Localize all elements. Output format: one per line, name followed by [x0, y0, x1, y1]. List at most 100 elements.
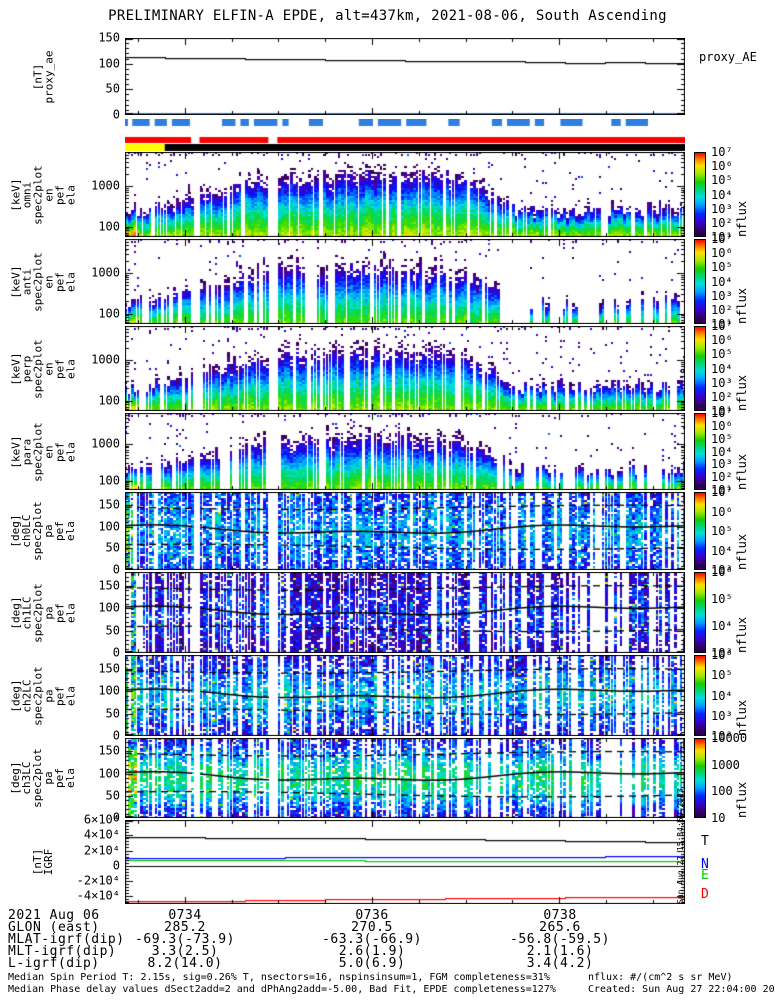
panel-bars: [125, 119, 685, 152]
axis-row-time: 2021 Aug 06 0734 0736 0738: [0, 908, 775, 923]
colorbar-tick-label: 10⁶: [711, 648, 733, 662]
y-tick-label: 100: [98, 305, 120, 320]
y-tick-label: 100: [98, 683, 120, 698]
colorbar-nflux-label: nflux: [735, 616, 749, 653]
colorbar-tick-label: 10¹: [711, 483, 733, 497]
y-tick-label: 150: [98, 30, 120, 45]
e3-canvas: [125, 326, 685, 411]
colorbar-tick-label: 10³: [711, 708, 733, 723]
colorbar-tick-label: 10⁵: [711, 524, 733, 538]
panel-ylabel-text: [keV] anti spec2plot en pef ela: [9, 251, 77, 312]
axis-value: 270.5: [351, 920, 393, 935]
colorbar-tick-label: 10¹: [711, 404, 733, 418]
igrf-legend-d: D: [701, 887, 709, 903]
igrf-legend-n: N: [701, 856, 709, 872]
colorbar-tick-label: 10: [711, 811, 726, 825]
y-tick-label: 1000: [91, 265, 120, 280]
p3-canvas: [125, 738, 685, 818]
colorbar-tick-label: 10⁶: [711, 418, 733, 433]
colorbar: [694, 326, 706, 411]
e1-canvas: [125, 152, 685, 237]
colorbar-tick-label: 10²: [711, 302, 733, 317]
colorbar-tick-label: 10⁵: [711, 260, 733, 275]
axis-value: 265.6: [539, 920, 581, 935]
panel-igrf: [nT] IGRF 6×10⁴ 4×10⁴ 2×10⁴ 0 -2×10⁴ -4×10⁴ T N E D…: [31, 788, 709, 904]
axis-row-lshell: L-igrf(dip) 8.2(14.0) 5.0(6.9) 3.4(4.2): [0, 956, 775, 971]
colorbar: [694, 738, 706, 818]
y-tick-label: 150: [98, 497, 120, 512]
panel-ylabel-text: [deg] ch0LC spec2plot pa pef ela: [9, 501, 77, 561]
panel-e4: [keV] para spec2plot en pef ela 1000 100 10⁷ 10⁶ 1…: [9, 406, 749, 497]
axis-value: -56.8(-59.5): [510, 932, 610, 947]
panel-e1: [keV] omni spec2plot en pef ela 1000 100 10⁷ 10⁶ 1…: [9, 145, 749, 244]
colorbar-tick-label: 10⁵: [711, 431, 733, 446]
plot-area: [nT] proxy_ae 150 100 50 0 proxy_AE [keV] omni sp…: [9, 0, 757, 910]
y-tick-label: 100: [98, 472, 120, 487]
colorbar-nflux-label: nflux: [735, 781, 749, 818]
y-tick-label: 1000: [91, 352, 120, 367]
colorbar-tick-label: 10000: [711, 731, 748, 745]
panel-ylabel-text: [deg] ch1LC spec2plot pa pef ela: [9, 582, 77, 643]
y-tick-label: 150: [98, 743, 120, 758]
panel-p1: [deg] ch1LC spec2plot pa pef ela 150 100 50 0 10⁶ 1…: [9, 565, 749, 660]
colorbar-tick-label: 10²: [711, 389, 733, 404]
panel-ylabel: [keV] omni spec2plot en pef ela: [5, 152, 81, 237]
colorbar-tick-label: 10⁶: [711, 159, 733, 174]
y-tick-label: 50: [105, 622, 120, 637]
p0-canvas: [125, 492, 685, 570]
axis-value: 0738: [543, 908, 577, 923]
colorbar-tick-label: 10⁷: [711, 145, 733, 159]
colorbar-tick-label: 10¹: [711, 230, 733, 244]
colorbar-tick-label: 10³: [711, 288, 733, 303]
axis-value: 285.2: [164, 920, 206, 935]
p1-canvas: [125, 572, 685, 653]
y-tick-label: 50: [105, 705, 120, 720]
axis-value: 5.0(6.9): [338, 956, 406, 971]
axis-row-label: L-igrf(dip): [8, 956, 100, 971]
proxy-canvas: [125, 38, 685, 115]
colorbar-tick-label: 10⁷: [711, 319, 733, 333]
y-tick-label: 0: [112, 645, 120, 660]
colorbar-nflux-label: nflux: [735, 287, 749, 324]
colorbar: [694, 239, 706, 324]
colorbar-nflux-label: nflux: [735, 699, 749, 736]
proxy-ae-series-label: proxy_AE: [699, 50, 757, 64]
y-tick-label: 2×10⁴: [83, 842, 120, 857]
axis-row-label: GLON (east): [8, 920, 100, 935]
axis-row-mlt: MLT-igrf(dip) 3.3(2.5) 2.6(1.9) 2.1(1.6): [0, 944, 775, 959]
panel-p2: [deg] ch2LC spec2plot pa pef ela 150 100 50 0 10⁶ 1…: [9, 648, 749, 743]
y-tick-label: 100: [98, 218, 120, 233]
axis-row-label: 2021 Aug 06: [8, 908, 100, 923]
colorbar-tick-label: 10³: [711, 201, 733, 216]
y-tick-label: -2×10⁴: [76, 873, 120, 888]
axis-value: 3.4(4.2): [526, 956, 594, 971]
axis-row-mlat: MLAT-igrf(dip) -69.3(-73.9) -63.3(-66.9)…: [0, 932, 775, 947]
panel-ylabel-text: [keV] perp spec2plot en pef ela: [9, 338, 77, 399]
panel-proxy: [nT] proxy_ae 150 100 50 0 proxy_AE: [31, 30, 757, 121]
colorbar-tick-label: 10⁵: [711, 173, 733, 188]
panel-ylabel: [keV] perp spec2plot en pef ela: [5, 326, 81, 411]
y-tick-label: 0: [112, 858, 120, 873]
axis-value: 0734: [168, 908, 202, 923]
colorbar-tick-label: 1000: [711, 757, 740, 772]
y-tick-label: 100: [98, 765, 120, 780]
colorbar-tick-label: 10⁶: [711, 565, 733, 579]
axis-value: 2.1(1.6): [526, 944, 594, 959]
y-tick-label: 0: [112, 810, 120, 825]
y-tick-label: 100: [98, 600, 120, 615]
axis-value: -63.3(-66.9): [322, 932, 422, 947]
panel-ylabel: [deg] ch1LC spec2plot pa pef ela: [5, 572, 81, 653]
y-tick-label: 1000: [91, 436, 120, 451]
footer-created-timestamp: Created: Sun Aug 27 22:04:00 2023: [588, 984, 775, 995]
y-tick-label: 100: [98, 55, 120, 70]
panel-p3: [deg] ch3LC spec2plot pa pef ela 150 100 50 0 1000…: [9, 731, 749, 825]
colorbar-tick-label: 10¹: [711, 317, 733, 331]
page-title: PRELIMINARY ELFIN-A EPDE, alt=437km, 202…: [108, 8, 667, 24]
colorbar-tick-label: 10⁶: [711, 504, 733, 519]
colorbar-nflux-label: nflux: [735, 200, 749, 237]
y-tick-label: 150: [98, 660, 120, 675]
axis-value: 8.2(14.0): [147, 956, 223, 971]
panel-e3: [keV] perp spec2plot en pef ela 1000 100 10⁷ 10⁶ 1…: [9, 319, 749, 418]
colorbar-tick-label: 10⁴: [711, 619, 733, 633]
